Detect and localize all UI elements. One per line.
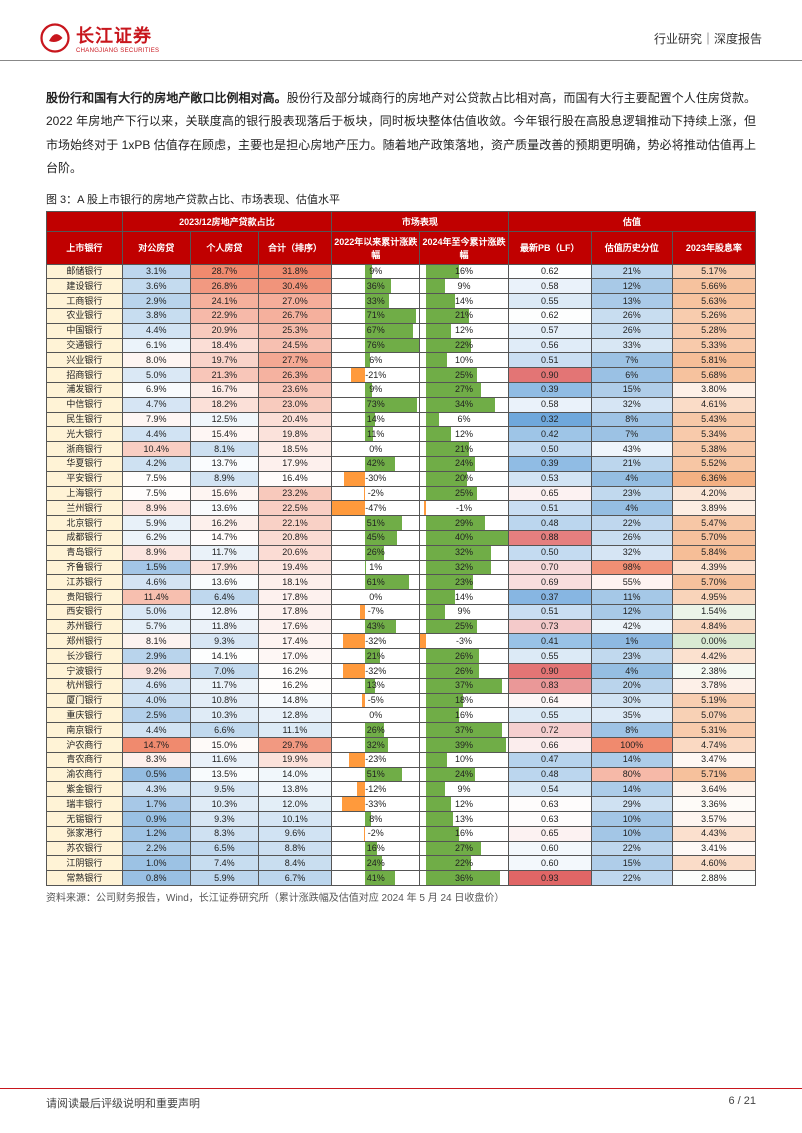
table-row: 成都银行6.2%14.7%20.8%45%40%0.8826%5.70% bbox=[47, 530, 756, 545]
table-row: 杭州银行4.6%11.7%16.2%13%37%0.8320%3.78% bbox=[47, 678, 756, 693]
table-row: 江阴银行1.0%7.4%8.4%24%22%0.6015%4.60% bbox=[47, 856, 756, 871]
table-source: 资料来源：公司财务报告，Wind，长江证券研究所（累计涨跌幅及估值对应 2024… bbox=[0, 886, 802, 907]
table-row: 招商银行5.0%21.3%26.3%-21%25%0.906%5.68% bbox=[47, 368, 756, 383]
table-row: 中国银行4.4%20.9%25.3%67%12%0.5726%5.28% bbox=[47, 323, 756, 338]
table-row: 无锡银行0.9%9.3%10.1%8%13%0.6310%3.57% bbox=[47, 812, 756, 827]
page-footer: 请阅读最后评级说明和重要声明 6 / 21 bbox=[0, 1088, 802, 1111]
para-bold: 股份行和国有大行的房地产敞口比例相对高。 bbox=[46, 91, 287, 105]
table-row: 兴业银行8.0%19.7%27.7%6%10%0.517%5.81% bbox=[47, 353, 756, 368]
table-row: 南京银行4.4%6.6%11.1%26%37%0.728%5.31% bbox=[47, 723, 756, 738]
table-row: 交通银行6.1%18.4%24.5%76%22%0.5633%5.33% bbox=[47, 338, 756, 353]
table-row: 苏农银行2.2%6.5%8.8%16%27%0.6022%3.41% bbox=[47, 841, 756, 856]
table-row: 长沙银行2.9%14.1%17.0%21%26%0.5523%4.42% bbox=[47, 649, 756, 664]
logo-en-text: CHANGJIANG SECURITIES bbox=[76, 48, 159, 54]
data-table-wrap: 2023/12房地产贷款占比市场表现估值 上市银行对公房贷个人房贷合计（排序）2… bbox=[0, 209, 802, 886]
footer-right: 6 / 21 bbox=[728, 1095, 756, 1111]
table-row: 厦门银行4.0%10.8%14.8%-5%18%0.6430%5.19% bbox=[47, 693, 756, 708]
table-row: 苏州银行5.7%11.8%17.6%43%25%0.7342%4.84% bbox=[47, 619, 756, 634]
table-row: 贵阳银行11.4%6.4%17.8%0%14%0.3711%4.95% bbox=[47, 590, 756, 605]
body-paragraph: 股份行和国有大行的房地产敞口比例相对高。股份行及部分城商行的房地产对公贷款占比相… bbox=[0, 61, 802, 189]
header-category: 行业研究｜深度报告 bbox=[654, 30, 762, 47]
table-row: 郑州银行8.1%9.3%17.4%-32%-3%0.411%0.00% bbox=[47, 634, 756, 649]
table-row: 沪农商行14.7%15.0%29.7%32%39%0.66100%4.74% bbox=[47, 738, 756, 753]
table-row: 青农商行8.3%11.6%19.9%-23%10%0.4714%3.47% bbox=[47, 752, 756, 767]
table-row: 兰州银行8.9%13.6%22.5%-47%-1%0.514%3.89% bbox=[47, 501, 756, 516]
table-row: 重庆银行2.5%10.3%12.8%0%16%0.5535%5.07% bbox=[47, 708, 756, 723]
table-row: 宁波银行9.2%7.0%16.2%-32%26%0.904%2.38% bbox=[47, 664, 756, 679]
logo-cn-text: 长江证券 bbox=[76, 22, 159, 48]
table-row: 上海银行7.5%15.6%23.2%-2%25%0.6523%4.20% bbox=[47, 486, 756, 501]
table-row: 浦发银行6.9%16.7%23.6%9%27%0.3915%3.80% bbox=[47, 382, 756, 397]
table-row: 渝农商行0.5%13.5%14.0%51%24%0.4880%5.71% bbox=[47, 767, 756, 782]
table-row: 浙商银行10.4%8.1%18.5%0%21%0.5043%5.38% bbox=[47, 442, 756, 457]
table-head: 2023/12房地产贷款占比市场表现估值 上市银行对公房贷个人房贷合计（排序）2… bbox=[47, 211, 756, 264]
table-row: 江苏银行4.6%13.6%18.1%61%23%0.6955%5.70% bbox=[47, 575, 756, 590]
table-row: 民生银行7.9%12.5%20.4%14%6%0.328%5.43% bbox=[47, 412, 756, 427]
figure-caption: 图 3：A 股上市银行的房地产贷款占比、市场表现、估值水平 bbox=[0, 189, 802, 209]
page-header: 长江证券 CHANGJIANG SECURITIES 行业研究｜深度报告 bbox=[0, 0, 802, 61]
table-row: 工商银行2.9%24.1%27.0%33%14%0.5513%5.63% bbox=[47, 294, 756, 309]
table-row: 齐鲁银行1.5%17.9%19.4%1%32%0.7098%4.39% bbox=[47, 560, 756, 575]
footer-left: 请阅读最后评级说明和重要声明 bbox=[46, 1095, 200, 1111]
data-table: 2023/12房地产贷款占比市场表现估值 上市银行对公房贷个人房贷合计（排序）2… bbox=[46, 211, 756, 886]
table-row: 中信银行4.7%18.2%23.0%73%34%0.5832%4.61% bbox=[47, 397, 756, 412]
table-row: 西安银行5.0%12.8%17.8%-7%9%0.5112%1.54% bbox=[47, 604, 756, 619]
table-row: 邮储银行3.1%28.7%31.8%9%16%0.6221%5.17% bbox=[47, 264, 756, 279]
logo: 长江证券 CHANGJIANG SECURITIES bbox=[40, 22, 159, 54]
table-row: 农业银行3.8%22.9%26.7%71%21%0.6226%5.26% bbox=[47, 308, 756, 323]
table-row: 光大银行4.4%15.4%19.8%11%12%0.427%5.34% bbox=[47, 427, 756, 442]
table-row: 平安银行7.5%8.9%16.4%-30%20%0.534%6.36% bbox=[47, 471, 756, 486]
logo-icon bbox=[40, 23, 70, 53]
table-row: 张家港行1.2%8.3%9.6%-2%16%0.6510%4.43% bbox=[47, 826, 756, 841]
table-row: 青岛银行8.9%11.7%20.6%26%32%0.5032%5.84% bbox=[47, 545, 756, 560]
table-row: 常熟银行0.8%5.9%6.7%41%36%0.9322%2.88% bbox=[47, 871, 756, 886]
table-row: 建设银行3.6%26.8%30.4%36%9%0.5812%5.66% bbox=[47, 279, 756, 294]
table-row: 瑞丰银行1.7%10.3%12.0%-33%12%0.6329%3.36% bbox=[47, 797, 756, 812]
table-row: 华夏银行4.2%13.7%17.9%42%24%0.3921%5.52% bbox=[47, 456, 756, 471]
table-row: 紫金银行4.3%9.5%13.8%-12%9%0.5414%3.64% bbox=[47, 782, 756, 797]
table-row: 北京银行5.9%16.2%22.1%51%29%0.4822%5.47% bbox=[47, 516, 756, 531]
